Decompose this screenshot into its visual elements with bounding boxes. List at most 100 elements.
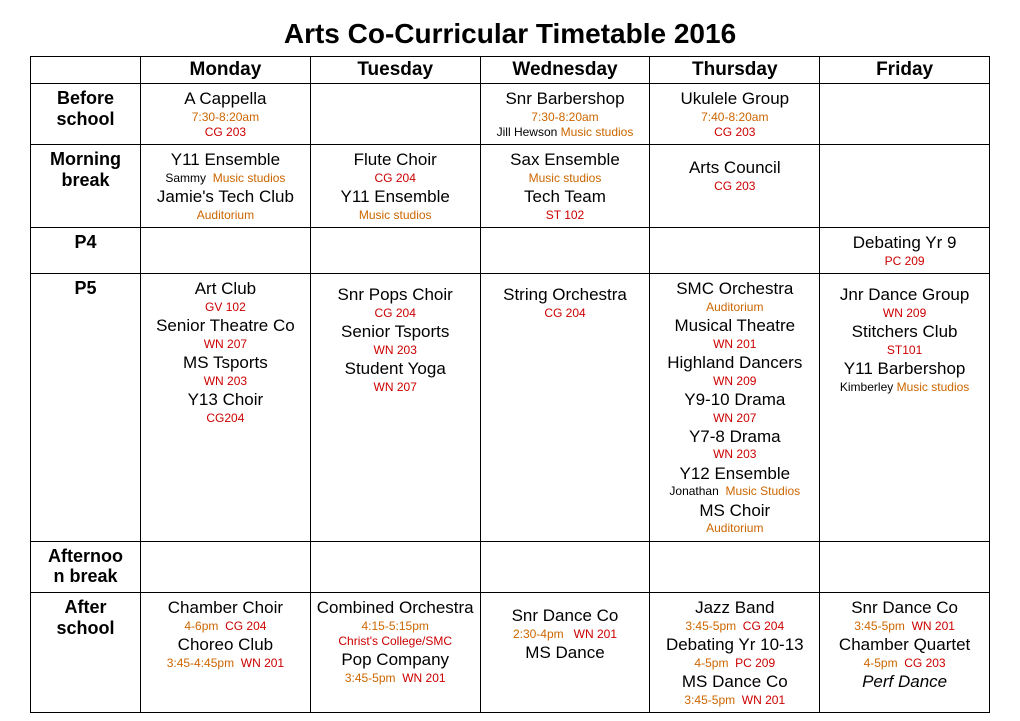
activity-sub: 7:30-8:20am xyxy=(485,110,646,124)
activity-sub: Sammy Music studios xyxy=(145,171,306,185)
activity: Highland Dancers xyxy=(654,353,815,373)
activity: Tech Team xyxy=(485,187,646,207)
row-label: P5 xyxy=(31,274,141,542)
activity: MS Dance xyxy=(485,643,646,663)
activity-sub: WN 207 xyxy=(654,411,815,425)
activity-sub: 3:45-5pm WN 201 xyxy=(654,693,815,707)
activity-sub: CG 204 xyxy=(315,306,476,320)
activity: Choreo Club xyxy=(145,635,306,655)
activity-sub: 3:45-5pm WN 201 xyxy=(315,671,476,685)
activity: Jazz Band xyxy=(654,598,815,618)
cell: A Cappella7:30-8:20amCG 203 xyxy=(141,84,311,145)
activity-sub: PC 209 xyxy=(824,254,985,268)
timetable-page: Arts Co-Curricular Timetable 2016 Monday… xyxy=(0,0,1020,713)
header-empty xyxy=(31,57,141,84)
activity: Jnr Dance Group xyxy=(824,279,985,305)
activity: Y12 Ensemble xyxy=(654,464,815,484)
cell: Snr Dance Co3:45-5pm WN 201Chamber Quart… xyxy=(820,593,990,713)
activity-sub: WN 209 xyxy=(654,374,815,388)
cell: Debating Yr 9PC 209 xyxy=(820,228,990,274)
table-row: P5Art ClubGV 102Senior Theatre CoWN 207M… xyxy=(31,274,990,542)
activity-sub: CG 203 xyxy=(145,125,306,139)
header-row: Monday Tuesday Wednesday Thursday Friday xyxy=(31,57,990,84)
activity-sub: 3:45-5pm WN 201 xyxy=(824,619,985,633)
activity-sub: 4-6pm CG 204 xyxy=(145,619,306,633)
cell xyxy=(650,228,820,274)
activity: Stitchers Club xyxy=(824,322,985,342)
activity-sub: Auditorium xyxy=(654,521,815,535)
row-label: P4 xyxy=(31,228,141,274)
cell xyxy=(310,541,480,592)
activity-sub: ST 102 xyxy=(485,208,646,222)
activity: Senior Tsports xyxy=(315,322,476,342)
row-label: After school xyxy=(31,593,141,713)
activity: Snr Barbershop xyxy=(485,89,646,109)
header-thursday: Thursday xyxy=(650,57,820,84)
activity: A Cappella xyxy=(145,89,306,109)
activity: Pop Company xyxy=(315,650,476,670)
activity: Y11 Barbershop xyxy=(824,359,985,379)
activity-sub: ST101 xyxy=(824,343,985,357)
activity: Sax Ensemble xyxy=(485,150,646,170)
activity-sub: GV 102 xyxy=(145,300,306,314)
activity-sub: 4:15-5:15pm xyxy=(315,619,476,633)
cell xyxy=(480,541,650,592)
row-label: Afternoon break xyxy=(31,541,141,592)
activity-sub: CG 204 xyxy=(315,171,476,185)
activity: Student Yoga xyxy=(315,359,476,379)
activity: Perf Dance xyxy=(824,672,985,692)
cell: Art ClubGV 102Senior Theatre CoWN 207MS … xyxy=(141,274,311,542)
activity: Musical Theatre xyxy=(654,316,815,336)
activity: Ukulele Group xyxy=(654,89,815,109)
activity: Y11 Ensemble xyxy=(315,187,476,207)
row-label: Before school xyxy=(31,84,141,145)
activity-sub: 4-5pm CG 203 xyxy=(824,656,985,670)
activity: Debating Yr 9 xyxy=(824,233,985,253)
cell: String OrchestraCG 204 xyxy=(480,274,650,542)
activity-sub: WN 203 xyxy=(315,343,476,357)
timetable-table: Monday Tuesday Wednesday Thursday Friday… xyxy=(30,56,990,713)
activity: Snr Dance Co xyxy=(824,598,985,618)
activity: Combined Orchestra xyxy=(315,598,476,618)
cell xyxy=(480,228,650,274)
activity-sub: 3:45-4:45pm WN 201 xyxy=(145,656,306,670)
cell: Jazz Band3:45-5pm CG 204Debating Yr 10-1… xyxy=(650,593,820,713)
activity-sub: CG 204 xyxy=(485,306,646,320)
cell: Jnr Dance GroupWN 209 Stitchers ClubST101… xyxy=(820,274,990,542)
cell: Y11 EnsembleSammy Music studiosJamie's T… xyxy=(141,145,311,228)
table-row: P4 Debating Yr 9PC 209 xyxy=(31,228,990,274)
table-body: Before schoolA Cappella7:30-8:20amCG 203… xyxy=(31,84,990,713)
activity-sub: WN 203 xyxy=(654,447,815,461)
table-head: Monday Tuesday Wednesday Thursday Friday xyxy=(31,57,990,84)
cell: Snr Pops ChoirCG 204 Senior TsportsWN 203… xyxy=(310,274,480,542)
activity-sub: 7:40-8:20am xyxy=(654,110,815,124)
activity: Arts Council xyxy=(654,150,815,178)
header-tuesday: Tuesday xyxy=(310,57,480,84)
activity: Y9-10 Drama xyxy=(654,390,815,410)
cell xyxy=(141,541,311,592)
activity-sub: Music studios xyxy=(315,208,476,222)
activity-sub: WN 209 xyxy=(824,306,985,320)
cell: Flute ChoirCG 204Y11 EnsembleMusic studi… xyxy=(310,145,480,228)
table-row: After schoolChamber Choir4-6pm CG 204 Cho… xyxy=(31,593,990,713)
activity-sub: Music studios xyxy=(485,171,646,185)
header-friday: Friday xyxy=(820,57,990,84)
header-monday: Monday xyxy=(141,57,311,84)
cell: Chamber Choir4-6pm CG 204 Choreo Club3:45… xyxy=(141,593,311,713)
activity-sub: WN 207 xyxy=(315,380,476,394)
activity: MS Choir xyxy=(654,501,815,521)
activity: Snr Pops Choir xyxy=(315,279,476,305)
activity-sub: CG 203 xyxy=(654,125,815,139)
activity-sub: Jill Hewson Music studios xyxy=(485,125,646,139)
activity-sub: WN 203 xyxy=(145,374,306,388)
activity-sub: Auditorium xyxy=(654,300,815,314)
cell xyxy=(650,541,820,592)
cell: Sax EnsembleMusic studios Tech TeamST 102 xyxy=(480,145,650,228)
cell xyxy=(820,145,990,228)
activity: Chamber Choir xyxy=(145,598,306,618)
activity-sub: WN 201 xyxy=(654,337,815,351)
activity-sub: 7:30-8:20am xyxy=(145,110,306,124)
table-row: Afternoon break xyxy=(31,541,990,592)
cell: Arts CouncilCG 203 xyxy=(650,145,820,228)
activity: Senior Theatre Co xyxy=(145,316,306,336)
